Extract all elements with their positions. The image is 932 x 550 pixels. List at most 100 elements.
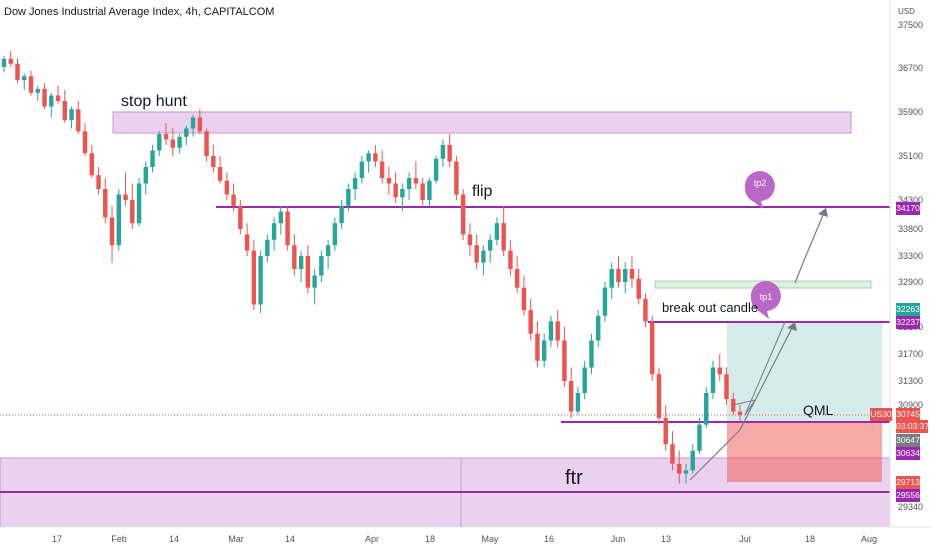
candle — [670, 431, 675, 471]
candle — [690, 444, 695, 474]
candle — [568, 367, 574, 419]
candle — [251, 239, 257, 311]
candle — [656, 367, 662, 425]
x-tick-label: Mar — [228, 534, 244, 544]
candle — [514, 256, 520, 294]
candle — [150, 145, 155, 173]
candle — [305, 245, 311, 294]
candle — [737, 405, 743, 422]
price-tag: 30745 — [896, 408, 920, 421]
candle — [366, 150, 371, 173]
qml-label: QML — [803, 402, 834, 418]
candle — [258, 250, 263, 313]
candle — [413, 161, 419, 189]
x-tick-label: 16 — [544, 534, 554, 544]
currency-label: USD — [898, 7, 915, 16]
candle — [474, 234, 479, 269]
breakout-label: break out candle — [662, 300, 758, 315]
ftr-label: ftr — [565, 467, 583, 489]
projection-arrow-1 — [787, 322, 797, 331]
candle — [677, 450, 682, 484]
y-tick-label: 34300 — [898, 195, 923, 205]
stop-hunt-zone — [112, 111, 852, 134]
candle — [616, 256, 621, 288]
x-tick-label: Jul — [739, 534, 751, 544]
candle — [710, 360, 716, 399]
candle — [204, 128, 209, 162]
candle — [157, 131, 162, 156]
candle — [332, 217, 338, 251]
candle — [650, 315, 655, 381]
candle — [244, 223, 250, 256]
candle — [596, 310, 601, 348]
candle — [400, 183, 405, 212]
y-tick-label: 33300 — [898, 251, 923, 261]
projection-arrow-3 — [818, 208, 828, 217]
price-tag: US30 — [870, 408, 892, 421]
candle — [494, 217, 500, 246]
candle — [521, 275, 527, 316]
candle — [562, 327, 567, 387]
candle — [623, 262, 628, 294]
candle — [393, 172, 398, 203]
y-tick-label: 35900 — [898, 107, 923, 117]
candle — [359, 156, 365, 184]
candle — [373, 145, 378, 167]
candle — [35, 85, 40, 101]
candle — [636, 269, 641, 305]
candle — [440, 139, 446, 167]
candle — [184, 125, 189, 145]
candle — [123, 172, 128, 206]
projection-path-3 — [794, 207, 827, 284]
candle — [548, 315, 554, 348]
candle — [49, 92, 54, 118]
candle — [319, 250, 324, 282]
candle — [170, 128, 176, 156]
chart-title: Dow Jones Industrial Average Index, 4h, … — [4, 6, 275, 18]
price-tag: 30634 — [896, 447, 920, 460]
candle — [143, 161, 148, 195]
stop-hunt-label: stop hunt — [121, 93, 187, 110]
x-tick-label: Aug — [861, 534, 877, 544]
candle — [136, 178, 142, 227]
y-tick-label: 30900 — [898, 400, 923, 410]
candle — [406, 172, 412, 200]
x-tick-label: 13 — [661, 534, 671, 544]
candle — [724, 367, 729, 405]
y-tick-label: 29340 — [898, 502, 923, 512]
candle — [42, 83, 47, 110]
candle — [1, 56, 7, 73]
candle — [575, 387, 581, 415]
candle — [163, 123, 169, 145]
candle — [55, 85, 61, 104]
candle — [217, 156, 223, 184]
candle — [528, 298, 533, 341]
candle — [541, 333, 547, 368]
candle — [312, 269, 317, 305]
y-tick-label: 36700 — [898, 63, 923, 73]
x-tick-label: 14 — [285, 534, 295, 544]
candle — [379, 150, 385, 184]
candle — [467, 223, 473, 256]
candle — [177, 134, 182, 154]
price-tag: 32263 — [896, 303, 920, 316]
candle — [224, 172, 230, 200]
price-tag: 34170 — [896, 202, 920, 215]
candle — [278, 205, 284, 235]
candle — [62, 90, 67, 123]
candle — [116, 189, 121, 251]
time-axis[interactable]: 17 Feb 14 Mar 14 Apr 18 May 16 Jun 13 Jul 18 Aug — [0, 526, 932, 544]
candle — [447, 134, 452, 167]
candle — [487, 234, 493, 263]
x-tick-label: Apr — [365, 534, 379, 544]
price-tag: 03:03:37 — [896, 420, 930, 433]
price-tag: 29713 — [896, 476, 920, 489]
candle — [683, 463, 689, 484]
stop-area — [727, 422, 882, 482]
candle — [231, 183, 236, 212]
x-tick-label: 14 — [169, 534, 179, 544]
candle — [271, 217, 277, 251]
candle — [717, 354, 722, 381]
x-tick-label: 18 — [805, 534, 815, 544]
